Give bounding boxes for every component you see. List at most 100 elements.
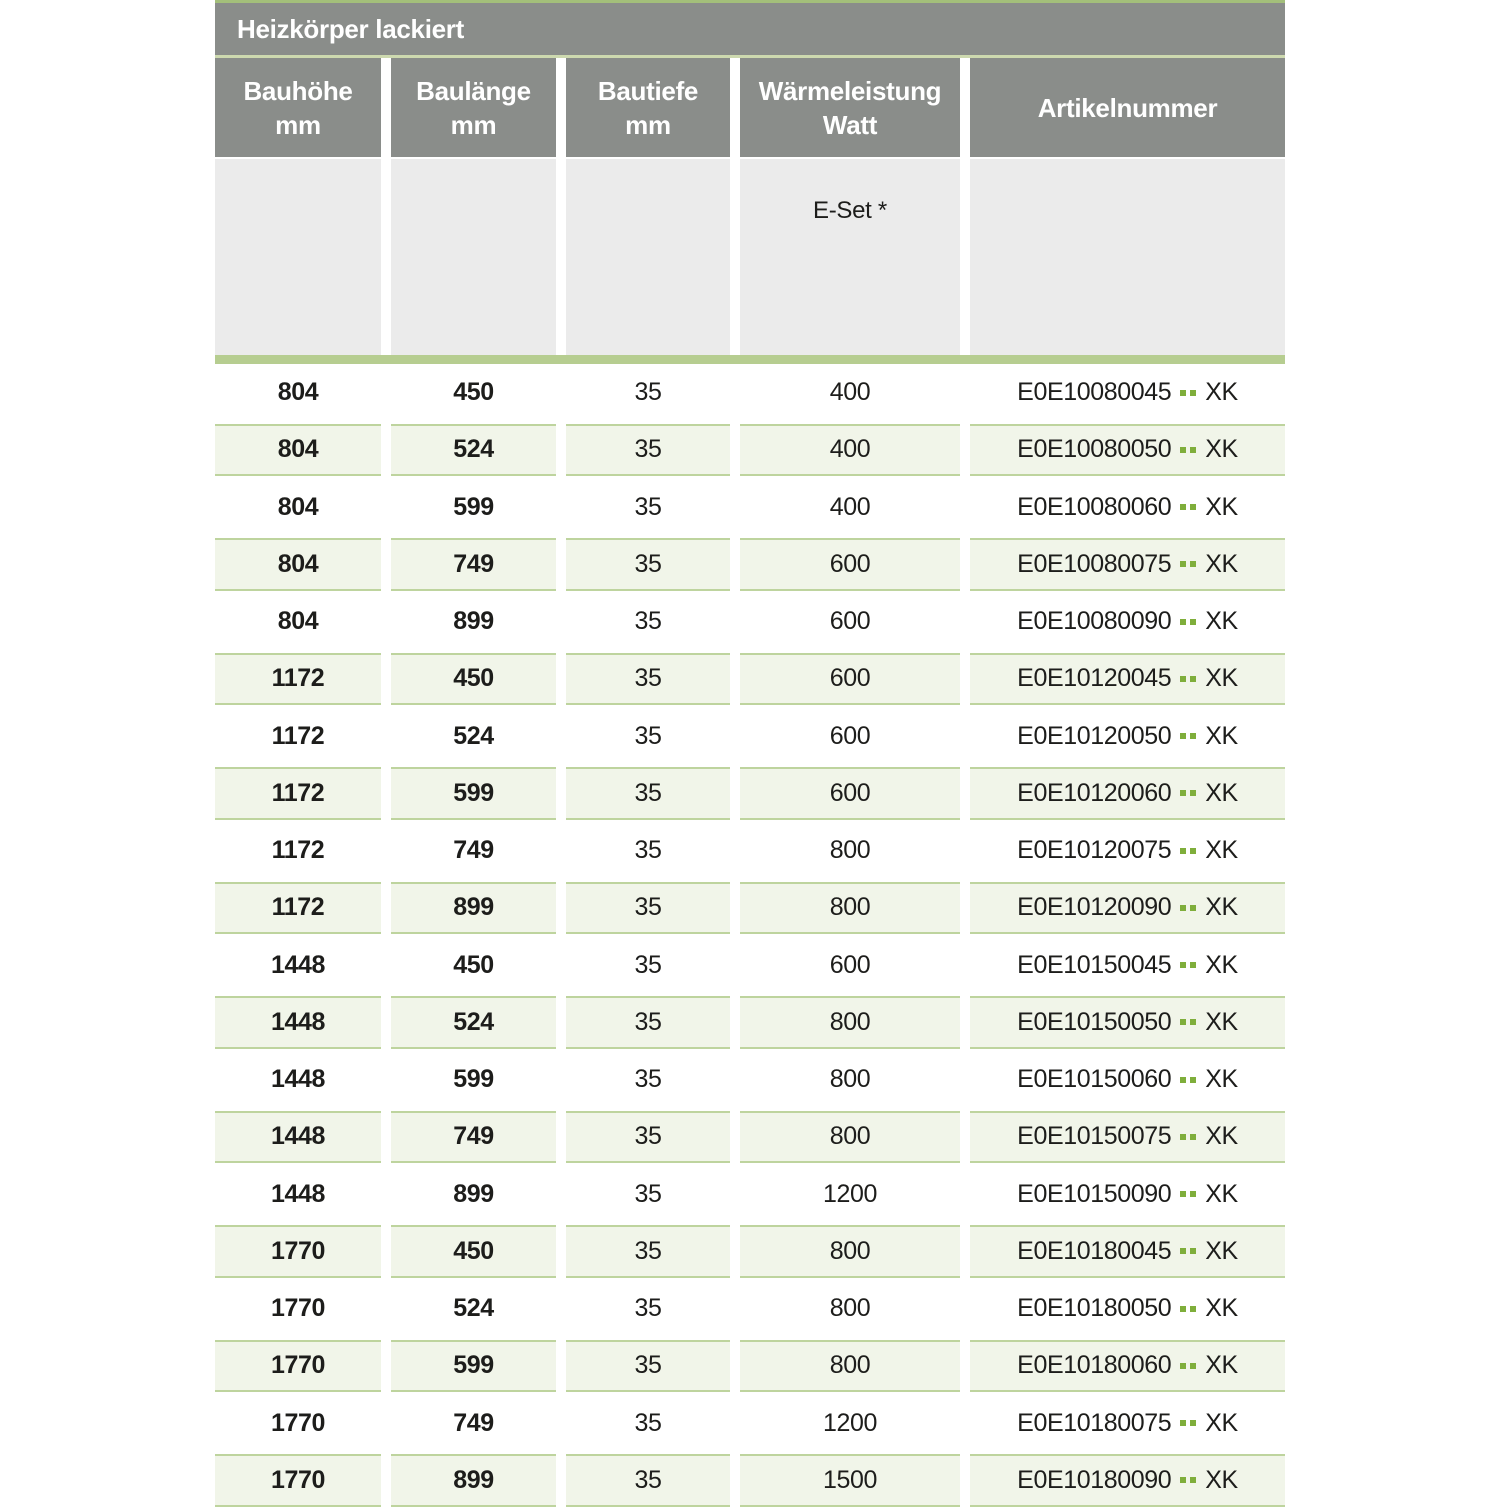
cell-bauhoehe: 1448 bbox=[270, 1065, 325, 1094]
article-suffix: XK bbox=[1205, 435, 1238, 464]
article-suffix: XK bbox=[1205, 1007, 1238, 1036]
article-code: E0E10180075 bbox=[1017, 1408, 1172, 1437]
subheader-cell-bautiefe bbox=[566, 159, 730, 355]
article-suffix: XK bbox=[1205, 492, 1238, 521]
article-number: E0E10120075 XK bbox=[970, 822, 1285, 879]
column-header-waermeleistung: Wärmeleistung Watt bbox=[740, 58, 960, 157]
article-number: E0E10150045 XK bbox=[970, 937, 1285, 994]
article-number: E0E10180090 XK bbox=[970, 1454, 1285, 1507]
cell-bauhoehe: 804 bbox=[215, 423, 381, 476]
article-code: E0E10150060 bbox=[1017, 1065, 1172, 1094]
column-header-artikelnummer: Artikelnummer bbox=[970, 58, 1285, 157]
cell-bauhoehe: 1770 bbox=[215, 1225, 381, 1278]
cell-baulaenge: 599 bbox=[453, 492, 494, 521]
article-code: E0E10120060 bbox=[1017, 778, 1172, 807]
cell-bautiefe: 35 bbox=[566, 1225, 730, 1278]
article-number: E0E10150060 XK bbox=[970, 1051, 1285, 1108]
separator-dots-icon bbox=[1190, 1248, 1197, 1255]
table-row: 1770 524 35 800 E0E10180050 XK bbox=[215, 1280, 1285, 1337]
separator-dots-icon bbox=[1180, 1191, 1187, 1198]
cell-bauhoehe: 1172 bbox=[215, 767, 381, 820]
article-code: E0E10150090 bbox=[1017, 1179, 1172, 1208]
column-label: Baulänge bbox=[416, 75, 531, 106]
cell-baulaenge: 450 bbox=[391, 652, 556, 705]
article-suffix: XK bbox=[1205, 1294, 1238, 1323]
separator-dots-icon bbox=[1180, 504, 1187, 511]
cell-watt: 600 bbox=[829, 721, 871, 750]
table-row: 1770 599 35 800 E0E10180060 XK bbox=[215, 1337, 1285, 1394]
article-number: E0E10120090 XK bbox=[970, 881, 1285, 934]
cell-bauhoehe: 1770 bbox=[270, 1294, 325, 1323]
table-row: 1448 450 35 600 E0E10150045 XK bbox=[215, 937, 1285, 994]
cell-baulaenge: 524 bbox=[453, 721, 494, 750]
cell-watt: 1200 bbox=[822, 1179, 877, 1208]
table-row: 1172 524 35 600 E0E10120050 XK bbox=[215, 708, 1285, 765]
separator-dots-icon bbox=[1180, 561, 1187, 568]
article-number: E0E10080050 XK bbox=[970, 423, 1285, 476]
separator-dots-icon bbox=[1180, 790, 1187, 797]
article-suffix: XK bbox=[1205, 836, 1238, 865]
separator-dots-icon bbox=[1190, 1076, 1197, 1083]
table-row: 1448 524 35 800 E0E10150050 XK bbox=[215, 994, 1285, 1051]
separator-dots-icon bbox=[1180, 847, 1187, 854]
column-unit: Watt bbox=[822, 109, 878, 140]
separator-dots-icon bbox=[1180, 1362, 1187, 1369]
cell-baulaenge: 524 bbox=[391, 996, 556, 1049]
separator-dots-icon bbox=[1180, 675, 1187, 682]
cell-baulaenge: 899 bbox=[391, 881, 556, 934]
cell-baulaenge: 749 bbox=[391, 538, 556, 591]
cell-watt: 800 bbox=[829, 1294, 871, 1323]
subheader-cell-waermeleistung: E-Set * bbox=[740, 159, 960, 355]
eset-label: E-Set * bbox=[813, 197, 887, 224]
article-suffix: XK bbox=[1205, 664, 1238, 693]
separator-dots-icon bbox=[1180, 1076, 1187, 1083]
article-code: E0E10180090 bbox=[1017, 1465, 1172, 1494]
cell-bautiefe: 35 bbox=[566, 423, 730, 476]
cell-bautiefe: 35 bbox=[634, 378, 662, 407]
article-suffix: XK bbox=[1205, 893, 1238, 922]
article-number: E0E10180050 XK bbox=[970, 1280, 1285, 1337]
cell-watt: 600 bbox=[829, 950, 871, 979]
article-number: E0E10120050 XK bbox=[970, 708, 1285, 765]
article-number: E0E10180075 XK bbox=[970, 1395, 1285, 1452]
column-label: Artikelnummer bbox=[1037, 92, 1218, 123]
cell-watt: 800 bbox=[829, 1065, 871, 1094]
article-suffix: XK bbox=[1205, 950, 1238, 979]
article-code: E0E10080075 bbox=[1017, 549, 1172, 578]
article-number: E0E10180060 XK bbox=[970, 1339, 1285, 1392]
cell-baulaenge: 749 bbox=[453, 1408, 494, 1437]
cell-watt: 600 bbox=[829, 607, 871, 636]
column-header-baulaenge: Baulänge mm bbox=[391, 58, 556, 157]
separator-bar bbox=[215, 355, 1285, 364]
cell-baulaenge: 524 bbox=[391, 423, 556, 476]
article-number: E0E10080045 XK bbox=[970, 364, 1285, 421]
article-suffix: XK bbox=[1205, 1122, 1238, 1151]
cell-bauhoehe: 1770 bbox=[270, 1408, 325, 1437]
separator-dots-icon bbox=[1180, 1133, 1187, 1140]
cell-baulaenge: 599 bbox=[391, 767, 556, 820]
article-suffix: XK bbox=[1205, 1465, 1238, 1494]
separator-dots-icon bbox=[1190, 1133, 1197, 1140]
cell-bautiefe: 35 bbox=[634, 836, 662, 865]
separator-dots-icon bbox=[1190, 561, 1197, 568]
separator-dots-icon bbox=[1180, 904, 1187, 911]
separator-dots-icon bbox=[1190, 790, 1197, 797]
cell-baulaenge: 899 bbox=[453, 1179, 494, 1208]
cell-bautiefe: 35 bbox=[634, 1408, 662, 1437]
cell-bauhoehe: 1448 bbox=[270, 950, 325, 979]
table-row: 1770 749 35 1200 E0E10180075 XK bbox=[215, 1395, 1285, 1452]
separator-dots-icon bbox=[1190, 904, 1197, 911]
article-code: E0E10120090 bbox=[1017, 893, 1172, 922]
article-number: E0E10120060 XK bbox=[970, 767, 1285, 820]
article-code: E0E10150045 bbox=[1017, 950, 1172, 979]
product-table: Heizkörper lackiert Bauhöhe mm Baulänge … bbox=[215, 0, 1285, 1509]
separator-dots-icon bbox=[1180, 962, 1187, 969]
separator-dots-icon bbox=[1180, 389, 1187, 396]
table-row: 1770 899 35 1500 E0E10180090 XK bbox=[215, 1452, 1285, 1509]
article-suffix: XK bbox=[1205, 1351, 1238, 1380]
separator-dots-icon bbox=[1190, 1477, 1197, 1484]
article-code: E0E10120075 bbox=[1017, 836, 1172, 865]
cell-bautiefe: 35 bbox=[634, 1179, 662, 1208]
cell-bauhoehe: 1172 bbox=[215, 881, 381, 934]
separator-dots-icon bbox=[1190, 1420, 1197, 1427]
